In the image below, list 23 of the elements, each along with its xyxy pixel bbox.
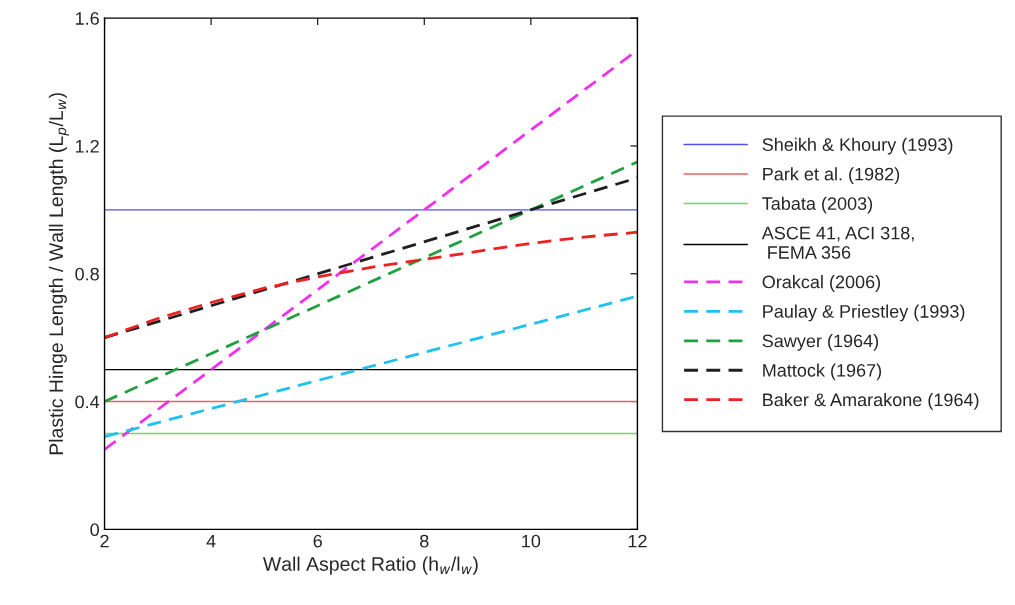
x-tick-label: 10	[522, 534, 541, 548]
x-tick-label: 2	[100, 534, 109, 548]
y-tick-label: 0.8	[75, 267, 99, 281]
x-tick-label: 6	[313, 534, 322, 548]
x-axis-title: Wall Aspect Ratio (h$_{w}$/l$_{w}$)	[262, 556, 478, 575]
legend-label: Sawyer (1964)	[762, 334, 879, 351]
legend-label: ASCE 41, ACI 318, FEMA 356	[761, 226, 914, 259]
x-tick-label: 4	[206, 534, 216, 548]
legend-label: Baker & Amarakone (1964)	[763, 392, 979, 410]
legend-label: Park et al. (1982)	[763, 167, 900, 185]
legend-label: Sheikh & Khoury (1993)	[762, 137, 953, 155]
legend-label: Tabata (2003)	[762, 196, 873, 214]
legend-label: Orakcal (2006)	[762, 275, 881, 292]
line-series	[104, 230, 638, 340]
y-tick-label: 0	[90, 523, 99, 537]
legend-label: Mattock (1967)	[763, 363, 882, 381]
x-tick-label: 8	[420, 534, 429, 548]
y-axis-title: Plastic Hinge Length / Wall Length (L$_{p}$/L$_{w}$)	[48, 93, 69, 455]
y-tick-label: 0.4	[75, 395, 100, 409]
legend-label: Paulay & Priestley (1993)	[763, 304, 965, 322]
y-tick-label: 1.2	[75, 139, 99, 153]
y-tick-label: 1.6	[75, 12, 99, 25]
x-tick-label: 12	[628, 534, 647, 548]
